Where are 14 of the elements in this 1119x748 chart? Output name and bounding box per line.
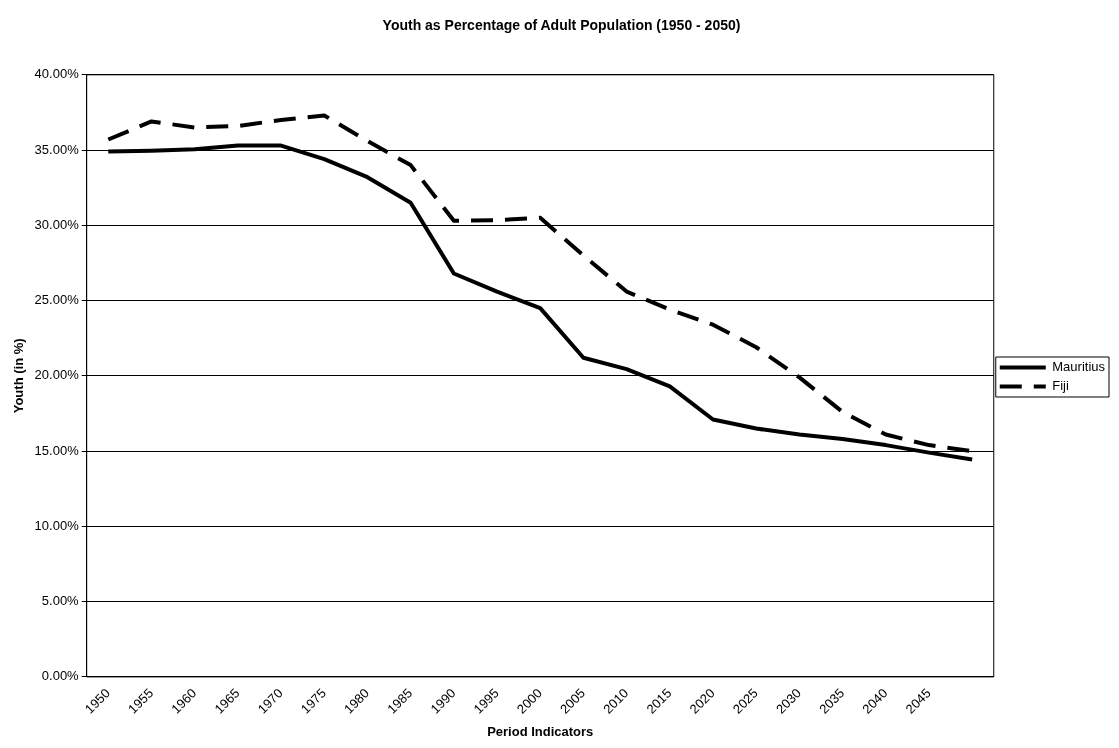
- legend-label: Fiji: [1052, 378, 1069, 394]
- y-tick-label: 30.00%: [34, 216, 80, 232]
- chart-title: Youth as Percentage of Adult Population (1950 - 2050): [382, 17, 741, 34]
- y-tick-label: 20.00%: [34, 367, 80, 383]
- y-tick-label: 10.00%: [34, 517, 80, 533]
- y-tick-label: 0.00%: [41, 668, 80, 684]
- y-tick-label: 5.00%: [41, 593, 80, 609]
- y-tick-label: 35.00%: [34, 141, 80, 157]
- y-axis-title: Youth (in %): [11, 338, 27, 414]
- y-tick-label: 15.00%: [34, 442, 80, 458]
- legend-label: Mauritius: [1052, 359, 1106, 375]
- x-axis-title: Period Indicators: [487, 723, 594, 739]
- y-tick-label: 25.00%: [34, 292, 80, 308]
- y-tick-label: 40.00%: [34, 66, 80, 82]
